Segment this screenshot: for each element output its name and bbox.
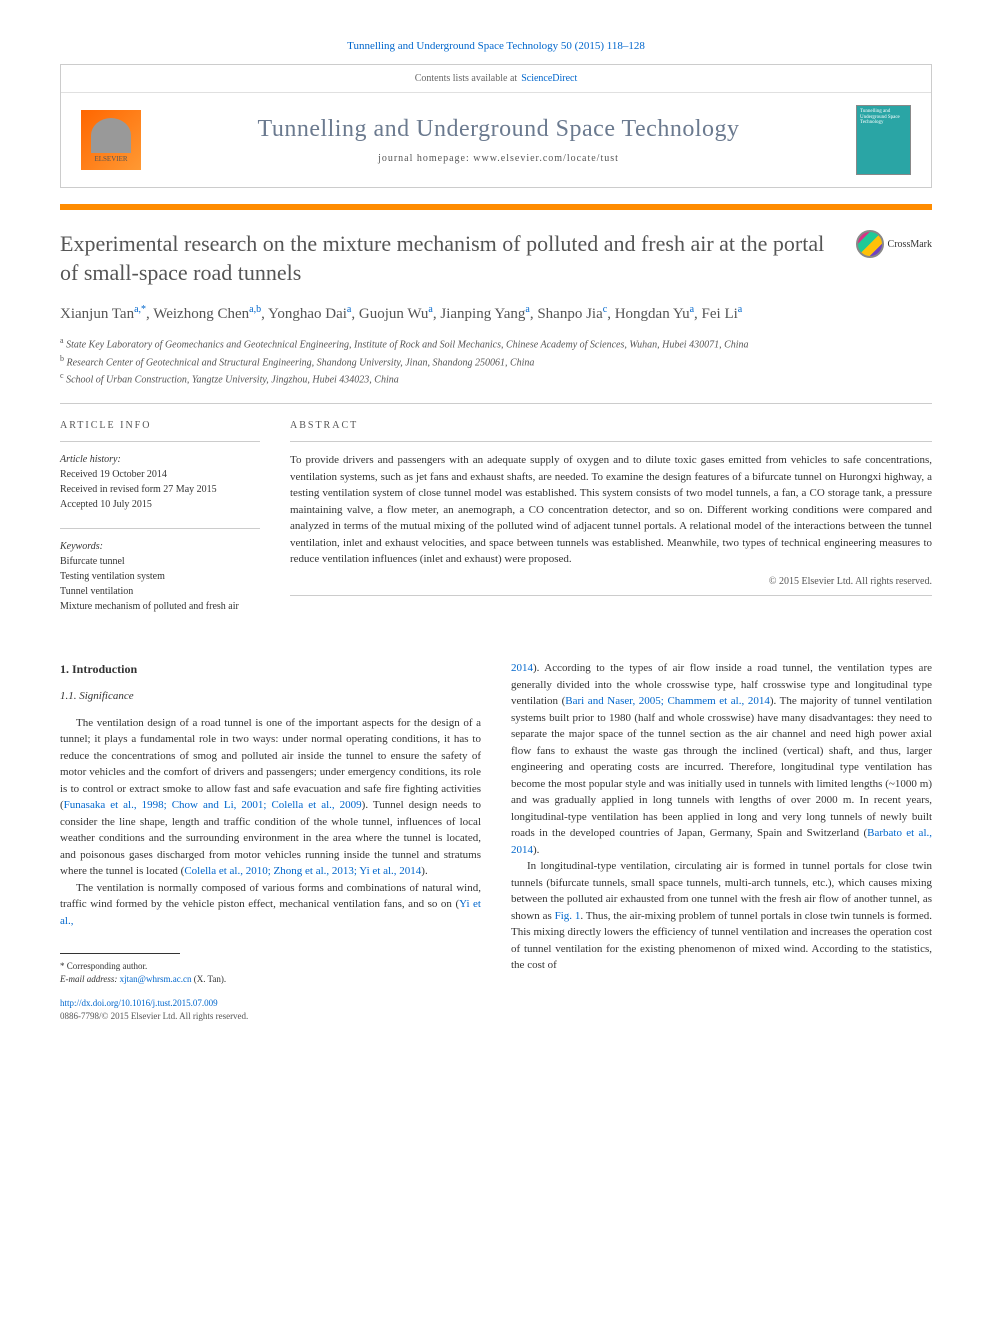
para-4: In longitudinal-type ventilation, circul…: [511, 858, 932, 974]
abstract-text: To provide drivers and passengers with a…: [290, 452, 932, 568]
citation-link[interactable]: Funasaka et al., 1998; Chow and Li, 2001…: [64, 799, 362, 811]
cover-title: Tunnelling and Underground Space Technol…: [857, 106, 910, 129]
right-column: 2014). According to the types of air flo…: [511, 660, 932, 1022]
abstract-heading: ABSTRACT: [290, 420, 932, 431]
publisher-name: ELSEVIER: [94, 155, 127, 163]
corresponding-author-footnote: * Corresponding author. E-mail address: …: [60, 960, 481, 985]
journal-header: Contents lists available at ScienceDirec…: [60, 64, 932, 188]
citation-link[interactable]: 2014: [511, 662, 533, 674]
history-revised: Received in revised form 27 May 2015: [60, 482, 260, 497]
affiliation-c: c School of Urban Construction, Yangtze …: [60, 370, 932, 387]
article-history: Article history: Received 19 October 201…: [60, 452, 260, 512]
email-name: (X. Tan).: [194, 974, 226, 984]
affiliations-block: a State Key Laboratory of Geomechanics a…: [60, 335, 932, 387]
left-column: 1. Introduction 1.1. Significance The ve…: [60, 660, 481, 1022]
history-received: Received 19 October 2014: [60, 467, 260, 482]
citation-link[interactable]: Colella et al., 2010; Zhong et al., 2013…: [184, 865, 421, 877]
journal-name: Tunnelling and Underground Space Technol…: [141, 116, 856, 143]
journal-cover-thumbnail: Tunnelling and Underground Space Technol…: [856, 105, 911, 175]
section-1-1-heading: 1.1. Significance: [60, 688, 481, 705]
abstract-column: ABSTRACT To provide drivers and passenge…: [290, 420, 932, 630]
elsevier-logo: ELSEVIER: [81, 110, 141, 170]
citation-link[interactable]: Bari and Naser, 2005; Chammem et al., 20…: [565, 695, 770, 707]
article-info-heading: ARTICLE INFO: [60, 420, 260, 431]
corresponding-label: * Corresponding author.: [60, 960, 481, 973]
sciencedirect-link[interactable]: ScienceDirect: [521, 73, 577, 84]
email-label: E-mail address:: [60, 974, 117, 984]
abstract-copyright: © 2015 Elsevier Ltd. All rights reserved…: [290, 576, 932, 587]
keywords-block: Keywords: Bifurcate tunnelTesting ventil…: [60, 539, 260, 614]
article-info-column: ARTICLE INFO Article history: Received 1…: [60, 420, 260, 630]
para-3: 2014). According to the types of air flo…: [511, 660, 932, 858]
crossmark-label: CrossMark: [888, 239, 932, 250]
orange-divider-bar: [60, 204, 932, 210]
keyword-item: Mixture mechanism of polluted and fresh …: [60, 599, 260, 614]
history-accepted: Accepted 10 July 2015: [60, 497, 260, 512]
issn-copyright: 0886-7798/© 2015 Elsevier Ltd. All right…: [60, 1011, 248, 1021]
keyword-item: Bifurcate tunnel: [60, 554, 260, 569]
journal-homepage: journal homepage: www.elsevier.com/locat…: [141, 153, 856, 164]
authors-list: Xianjun Tana,*, Weizhong Chena,b, Yongha…: [60, 303, 932, 325]
keyword-item: Tunnel ventilation: [60, 584, 260, 599]
section-1-heading: 1. Introduction: [60, 660, 481, 678]
affiliation-b: b Research Center of Geotechnical and St…: [60, 353, 932, 370]
affiliation-a: a State Key Laboratory of Geomechanics a…: [60, 335, 932, 352]
email-link[interactable]: xjtan@whrsm.ac.cn: [120, 974, 192, 984]
para-1: The ventilation design of a road tunnel …: [60, 715, 481, 880]
crossmark-icon: [856, 230, 884, 258]
keyword-item: Testing ventilation system: [60, 569, 260, 584]
top-citation: Tunnelling and Underground Space Technol…: [60, 40, 932, 52]
body-text-columns: 1. Introduction 1.1. Significance The ve…: [60, 660, 932, 1022]
contents-lists-row: Contents lists available at ScienceDirec…: [61, 65, 931, 93]
keywords-label: Keywords:: [60, 539, 260, 554]
history-label: Article history:: [60, 452, 260, 467]
figure-link[interactable]: Fig. 1: [555, 910, 581, 922]
doi-block: http://dx.doi.org/10.1016/j.tust.2015.07…: [60, 997, 481, 1022]
para-2: The ventilation is normally composed of …: [60, 880, 481, 930]
article-title: Experimental research on the mixture mec…: [60, 230, 856, 287]
contents-prefix: Contents lists available at: [415, 73, 517, 84]
doi-link[interactable]: http://dx.doi.org/10.1016/j.tust.2015.07…: [60, 998, 218, 1008]
crossmark-badge[interactable]: CrossMark: [856, 230, 932, 258]
